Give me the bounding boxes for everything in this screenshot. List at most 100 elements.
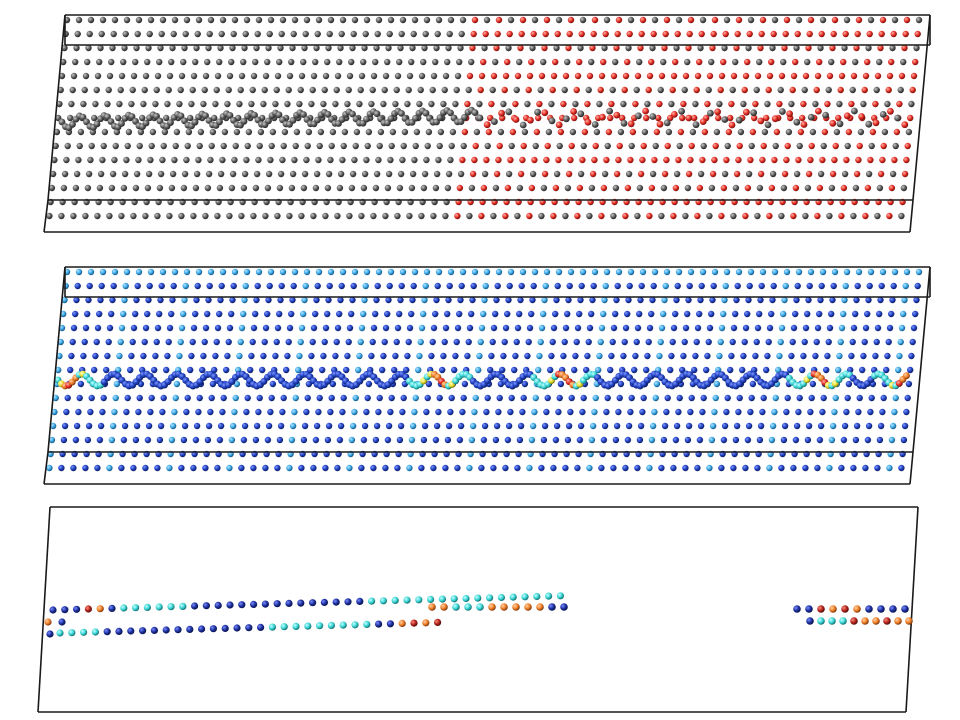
atom-lightblue	[51, 408, 58, 416]
atom-gray	[48, 184, 56, 192]
atom-blue	[84, 310, 91, 318]
core-atom	[202, 602, 210, 610]
atom-gray	[849, 86, 856, 94]
atom-gray	[617, 128, 625, 136]
atom-blue	[183, 408, 190, 416]
atom-gray	[338, 116, 346, 123]
atom-lightblue	[351, 408, 358, 416]
atom-gray	[500, 100, 507, 108]
atom-gray	[564, 58, 571, 66]
atom-gray	[168, 184, 176, 192]
atom-blue	[391, 366, 398, 374]
atom-gray	[133, 44, 140, 52]
atom-gray	[194, 30, 201, 38]
atom-lightblue	[466, 464, 473, 472]
atom-gray	[769, 44, 776, 52]
atom-red	[840, 184, 848, 192]
atom-gray	[118, 72, 126, 80]
atom-red	[518, 30, 525, 38]
atom-blue	[823, 366, 830, 374]
atom-gray	[588, 184, 596, 192]
atom-blue	[228, 310, 235, 318]
atom-blue	[223, 366, 230, 374]
atom-gray	[851, 107, 858, 115]
atom-gray	[313, 44, 320, 52]
atom-lightblue	[586, 464, 593, 472]
atom-gray	[97, 170, 105, 178]
atom-red	[661, 170, 669, 178]
atom-lightblue	[507, 268, 515, 276]
atom-blue	[506, 282, 513, 290]
core-atom	[191, 602, 199, 610]
atom-gray	[764, 121, 772, 129]
atom-red	[744, 58, 751, 66]
atom-blue	[192, 310, 199, 318]
atom-blue	[332, 352, 339, 360]
atom-blue	[612, 310, 619, 318]
atom-gray	[572, 100, 579, 108]
atom-blue	[560, 352, 567, 360]
atom-blue	[178, 464, 185, 472]
atom-blue	[529, 296, 536, 304]
atom-red	[464, 100, 471, 108]
atom-blue	[376, 394, 383, 402]
atom-gray	[303, 16, 311, 24]
atom-gray	[84, 184, 92, 192]
atom-red	[704, 100, 711, 108]
atom-gray	[635, 112, 642, 120]
atom-gray	[218, 30, 225, 38]
atom-blue	[627, 408, 634, 416]
atom-blue	[613, 296, 620, 304]
atom-red	[688, 142, 695, 150]
atom-blue	[425, 380, 433, 388]
atom-gray	[548, 100, 555, 108]
atom-blue	[769, 296, 776, 304]
atom-gray	[804, 184, 812, 192]
atom-gray	[216, 184, 224, 192]
atom-gray	[98, 30, 105, 38]
atom-red	[747, 156, 754, 164]
atom-blue	[768, 310, 775, 318]
atom-blue	[900, 436, 908, 444]
atom-blue	[440, 352, 447, 360]
atom-gray	[375, 16, 383, 24]
atom-gray	[202, 72, 210, 80]
atom-lightblue	[531, 408, 538, 416]
atom-lightblue	[302, 282, 309, 290]
atom-gray	[705, 86, 712, 94]
core-atom	[850, 617, 858, 625]
atom-blue	[369, 338, 376, 346]
atom-lightblue	[837, 338, 844, 346]
atom-lightblue	[180, 310, 187, 318]
atom-lightblue	[772, 394, 779, 402]
atom-lightblue	[177, 338, 184, 346]
atom-blue	[516, 436, 524, 444]
atom-blue	[513, 338, 520, 346]
atom-gray	[253, 44, 260, 52]
atom-red	[493, 170, 501, 178]
atom-blue	[303, 408, 310, 416]
atom-gray	[399, 156, 406, 164]
atom-blue	[490, 324, 498, 332]
atom-gray	[177, 112, 185, 120]
core-atom	[96, 605, 104, 613]
core-atom	[861, 617, 869, 625]
atom-gray	[429, 86, 436, 94]
atom-blue	[396, 310, 403, 318]
atom-blue	[75, 408, 82, 416]
atom-blue	[488, 352, 495, 360]
atom-gray	[314, 30, 321, 38]
atom-lightblue	[362, 282, 369, 290]
atom-gray	[200, 100, 207, 108]
atom-blue	[200, 352, 207, 360]
atom-gray	[298, 212, 305, 220]
atom-blue	[368, 352, 375, 360]
atom-gray	[476, 100, 483, 108]
atom-blue	[766, 324, 774, 332]
atom-lightblue	[399, 268, 407, 276]
atom-gray	[216, 118, 223, 126]
atom-red	[504, 58, 511, 66]
atom-blue	[348, 310, 355, 318]
atom-blue	[697, 422, 705, 430]
